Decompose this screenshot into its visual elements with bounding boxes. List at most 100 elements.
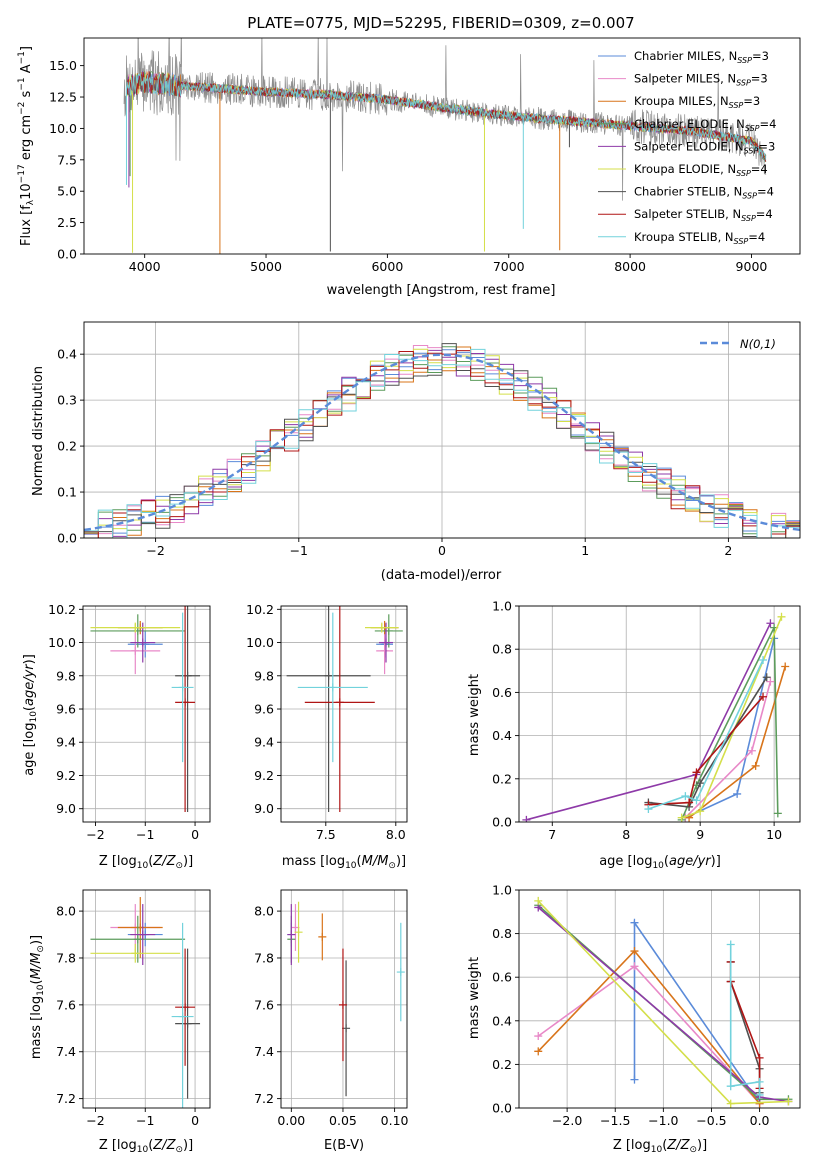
model-spectrum-salpeter-stelib bbox=[126, 71, 767, 162]
data-point-salpeter-miles bbox=[380, 646, 389, 655]
massweight-vs-age-ytick-label: 0.4 bbox=[492, 728, 512, 743]
data-point-salpeter-stelib bbox=[338, 1000, 347, 1009]
residuals-xtick-label: −1 bbox=[290, 543, 308, 558]
legend-label-chabrier-elodie: Chabrier ELODIE, NSSP=4 bbox=[634, 117, 776, 133]
data-point-kroupa-elodie bbox=[294, 928, 303, 937]
massweight-vs-age-xtick-label: 7 bbox=[548, 827, 556, 842]
series-point-kroupa-elodie bbox=[777, 612, 786, 621]
series-point-kroupa-stelib bbox=[681, 792, 690, 801]
spectrum-ytick-label: 0.0 bbox=[57, 247, 77, 262]
series-point-kroupa-elodie bbox=[534, 896, 543, 905]
age-vs-mass-ytick-label: 9.0 bbox=[254, 801, 274, 816]
mass-vs-ebv-xlabel: E(B-V) bbox=[324, 1138, 364, 1153]
series-point-salpeter-miles bbox=[766, 677, 775, 686]
series-line-salpeter-stelib bbox=[648, 696, 764, 806]
massweight-vs-Z-ytick-label: 1.0 bbox=[492, 883, 512, 898]
mass-vs-ebv-ytick-label: 7.2 bbox=[254, 1091, 274, 1106]
series-point-kroupa-miles bbox=[534, 1047, 543, 1056]
spectrum-legend: Chabrier MILES, NSSP=3 Salpeter MILES, NS… bbox=[598, 49, 776, 246]
age-vs-Z-ylabel: age [log10(age/yr)] bbox=[22, 654, 39, 776]
series-point-chabrier-stelib bbox=[696, 779, 705, 788]
series-point-kroupa-miles bbox=[781, 662, 790, 671]
spectrum-xlabel: wavelength [Angstrom, rest frame] bbox=[327, 283, 556, 298]
normal-curve-line bbox=[84, 353, 800, 532]
legend-label-kroupa-stelib: Kroupa STELIB, NSSP=4 bbox=[634, 230, 765, 246]
age-vs-mass-xtick-label: 8.0 bbox=[386, 827, 406, 842]
residuals-xtick-label: −2 bbox=[146, 543, 164, 558]
spectrum-xtick-label: 4000 bbox=[129, 259, 161, 274]
residual-histogram-salpeter-stelib bbox=[84, 350, 800, 538]
massweight-vs-age-ytick-label: 0.2 bbox=[492, 771, 512, 786]
mass-vs-ebv-plot-area bbox=[281, 890, 407, 1108]
residuals-panel: (data-model)/error Normed distribution −… bbox=[31, 321, 801, 583]
massweight-vs-Z-xtick-label: −1.0 bbox=[648, 1113, 678, 1128]
series-point-chabrier-miles bbox=[630, 918, 639, 927]
age-vs-mass-xlabel: mass [log10(M/M⊙)] bbox=[282, 854, 406, 871]
spectrum-ytick-label: 2.5 bbox=[57, 215, 77, 230]
age-vs-Z-ytick-label: 9.2 bbox=[56, 768, 76, 783]
massweight-vs-Z-ytick-label: 0.2 bbox=[492, 1057, 512, 1072]
series-point-salpeter-miles bbox=[747, 746, 756, 755]
age-vs-mass-ytick-label: 9.4 bbox=[254, 735, 274, 750]
spectrum-panel: PLATE=0775, MJD=52295, FIBERID=0309, z=0… bbox=[17, 14, 801, 298]
massweight-vs-Z-ytick-label: 0.0 bbox=[492, 1101, 512, 1116]
mass-vs-Z-xtick-label: −2 bbox=[86, 1113, 104, 1128]
mass-vs-Z-ytick-label: 7.8 bbox=[56, 950, 76, 965]
data-point-kroupa-miles bbox=[318, 932, 327, 941]
massweight-vs-age-frame bbox=[518, 605, 801, 823]
age-vs-Z-plot-area bbox=[83, 606, 210, 822]
age-vs-mass-marks bbox=[286, 606, 403, 813]
normal-legend-label: N(0,1) bbox=[740, 337, 776, 351]
legend-label-chabrier-stelib: Chabrier STELIB, NSSP=4 bbox=[634, 185, 774, 201]
mass-vs-ebv-ytick-label: 8.0 bbox=[254, 904, 274, 919]
massweight-vs-Z-ylabel: mass weight bbox=[467, 957, 482, 1039]
series-point-kroupa-elodie bbox=[726, 1099, 735, 1108]
series-line-kroupa-stelib bbox=[729, 944, 761, 1095]
residuals-ylabel: Normed distribution bbox=[31, 366, 46, 496]
data-point-salpeter-miles bbox=[131, 646, 140, 655]
mass-vs-Z-marks bbox=[90, 897, 201, 1108]
spectrum-frame bbox=[83, 37, 801, 255]
residuals-xtick-label: 0 bbox=[438, 543, 446, 558]
massweight-vs-age-xlabel: age [log10(age/yr)] bbox=[599, 854, 721, 871]
massweight-vs-Z-ytick-label: 0.8 bbox=[492, 926, 512, 941]
series-point-kroupa-miles bbox=[630, 947, 639, 956]
massweight-vs-age-ytick-label: 0.6 bbox=[492, 685, 512, 700]
massweight-vs-age-xtick-label: 8 bbox=[622, 827, 630, 842]
series-point-chabrier-miles bbox=[630, 1075, 639, 1084]
mass-vs-ebv-ytick-label: 7.4 bbox=[254, 1044, 274, 1059]
spectrum-xtick-label: 7000 bbox=[493, 259, 525, 274]
age-vs-mass-frame bbox=[280, 605, 408, 823]
massweight-vs-age-ylabel: mass weight bbox=[467, 674, 482, 756]
series-point-chabrier-miles bbox=[733, 789, 742, 798]
data-point-salpeter-elodie bbox=[287, 930, 296, 939]
residuals-ytick-label: 0.1 bbox=[57, 485, 77, 500]
spectrum-ytick-label: 15.0 bbox=[49, 58, 77, 73]
spectrum-title: PLATE=0775, MJD=52295, FIBERID=0309, z=0… bbox=[247, 14, 634, 32]
massweight-vs-Z-xlabel: Z [log10(Z/Z⊙)] bbox=[613, 1138, 707, 1155]
massweight-vs-Z-ytick-label: 0.6 bbox=[492, 970, 512, 985]
age-vs-Z-xtick-label: 0 bbox=[191, 827, 199, 842]
massweight-vs-age-marks bbox=[522, 612, 790, 822]
age-vs-mass-ytick-label: 9.8 bbox=[254, 668, 274, 683]
series-point-salpeter-stelib bbox=[759, 692, 768, 701]
massweight-vs-Z-xtick-label: −2.0 bbox=[552, 1113, 582, 1128]
massweight-vs-Z-xtick-label: −0.5 bbox=[696, 1113, 726, 1128]
data-point-kroupa-stelib bbox=[178, 683, 187, 692]
series-point-kroupa-miles bbox=[751, 761, 760, 770]
residuals-marks bbox=[84, 343, 800, 538]
series-point-salpeter-stelib bbox=[755, 1053, 764, 1062]
legend-label-kroupa-elodie: Kroupa ELODIE, NSSP=4 bbox=[634, 162, 768, 178]
series-point-kroupa-stelib bbox=[755, 1077, 764, 1086]
data-point-chabrier-elodie bbox=[133, 935, 142, 944]
massweight-vs-age-xtick-label: 9 bbox=[696, 827, 704, 842]
residuals-xtick-label: 2 bbox=[724, 543, 732, 558]
age-vs-Z-xtick-label: −2 bbox=[86, 827, 104, 842]
age-vs-Z-xlabel: Z [log10(Z/Z⊙)] bbox=[99, 854, 193, 871]
age-vs-Z-ytick-label: 9.6 bbox=[56, 702, 76, 717]
age-vs-Z-frame bbox=[82, 605, 211, 823]
age-vs-Z-marks bbox=[90, 606, 201, 813]
data-point-kroupa-stelib bbox=[328, 683, 337, 692]
model-spectrum-kroupa-stelib bbox=[126, 73, 767, 160]
